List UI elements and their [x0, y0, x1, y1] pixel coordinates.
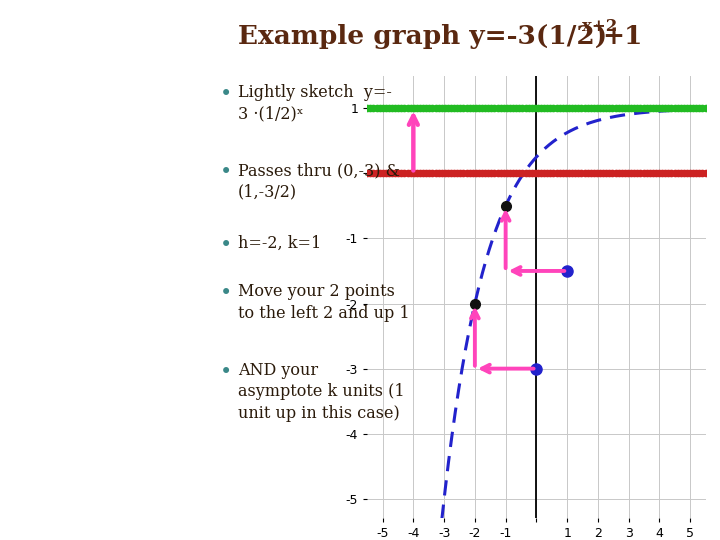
Text: +1: +1 [602, 24, 642, 49]
Text: x+2: x+2 [582, 18, 617, 35]
Text: Passes thru (0,-3) &
(1,-3/2): Passes thru (0,-3) & (1,-3/2) [238, 162, 400, 200]
Text: Lightly sketch  y=-
3 ·(1/2)ˣ: Lightly sketch y=- 3 ·(1/2)ˣ [238, 84, 392, 122]
Text: Example graph y=-3(1/2): Example graph y=-3(1/2) [238, 24, 607, 49]
Text: AND your
asymptote k units (1
unit up in this case): AND your asymptote k units (1 unit up in… [238, 362, 404, 422]
Text: •: • [220, 362, 232, 382]
Text: •: • [220, 235, 232, 255]
Text: Move your 2 points
to the left 2 and up 1: Move your 2 points to the left 2 and up … [238, 284, 409, 322]
Text: •: • [220, 162, 232, 182]
Text: h=-2, k=1: h=-2, k=1 [238, 235, 321, 252]
Text: •: • [220, 84, 232, 104]
Text: •: • [220, 284, 232, 303]
